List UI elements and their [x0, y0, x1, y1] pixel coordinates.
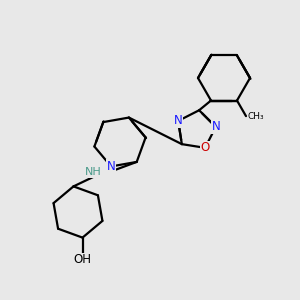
Text: OH: OH	[74, 253, 92, 266]
Text: CH₃: CH₃	[248, 112, 265, 121]
Text: N: N	[107, 160, 116, 173]
Text: NH: NH	[85, 167, 101, 177]
Text: N: N	[212, 120, 220, 134]
Text: N: N	[174, 114, 183, 128]
Text: O: O	[200, 141, 210, 154]
